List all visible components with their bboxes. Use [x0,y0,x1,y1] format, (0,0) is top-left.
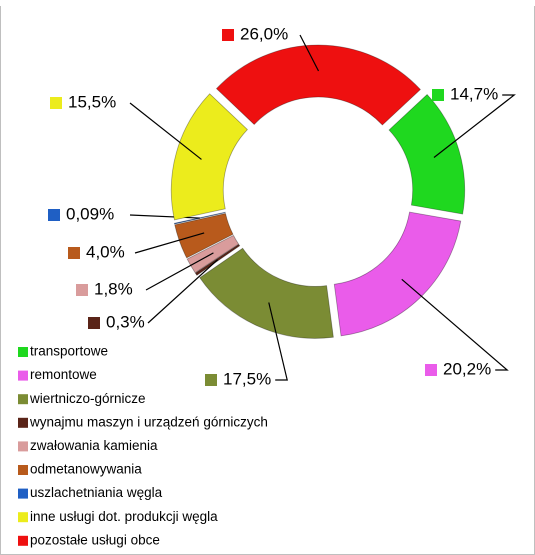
data-label: 26,0% [240,24,288,43]
leader-line [433,94,516,158]
slice [388,93,466,215]
legend-marker [18,441,28,452]
leader-line [134,232,205,254]
slice [199,247,334,339]
legend-label: odmetanowywania [30,462,142,477]
legend-label: zwałowania kamienia [30,438,158,453]
leader-line [129,214,200,219]
data-label: 15,5% [68,92,116,111]
title-crop [0,0,535,6]
slice [174,213,234,259]
legend-label: wynajmu maszyn i urządzeń górniczych [29,414,268,429]
label-marker [88,317,100,329]
legend-marker [18,488,28,499]
legend-label: remontowe [30,367,97,382]
slice [333,211,462,337]
leader-line [129,102,202,160]
legend-label: uszlachetniania węgla [30,485,163,500]
leader-line [299,34,320,72]
legend-marker [18,417,28,428]
data-label: 1,8% [94,279,133,298]
data-label: 17,5% [223,369,271,388]
data-label: 20,2% [443,359,491,378]
leader-line [401,278,509,371]
data-label: 0,3% [106,312,145,331]
legend-label: pozostałe usługi obce [30,532,160,547]
legend-marker [18,512,28,523]
legend-label: transportowe [30,344,108,359]
leader-line [147,259,219,324]
slice [215,44,421,126]
legend-marker [18,347,28,357]
data-label: 0,09% [66,204,114,223]
label-marker [425,364,437,376]
leader-line [268,302,288,381]
label-marker [68,247,80,259]
label-marker [205,374,217,386]
label-marker [76,284,88,296]
label-marker [432,89,444,101]
legend-marker [18,465,28,475]
data-label: 14,7% [450,84,498,103]
label-marker [50,97,62,109]
label-marker [222,29,234,41]
leader-line [145,252,214,291]
legend-label: inne usługi dot. produkcji węgla [30,509,218,524]
label-marker [48,209,60,221]
legend-marker [18,394,28,405]
data-label: 4,0% [86,242,125,261]
legend-label: wiertniczo-górnicze [29,391,146,406]
legend-marker [18,535,28,546]
slice [186,234,240,274]
legend-marker [18,370,28,381]
slice [170,93,248,221]
